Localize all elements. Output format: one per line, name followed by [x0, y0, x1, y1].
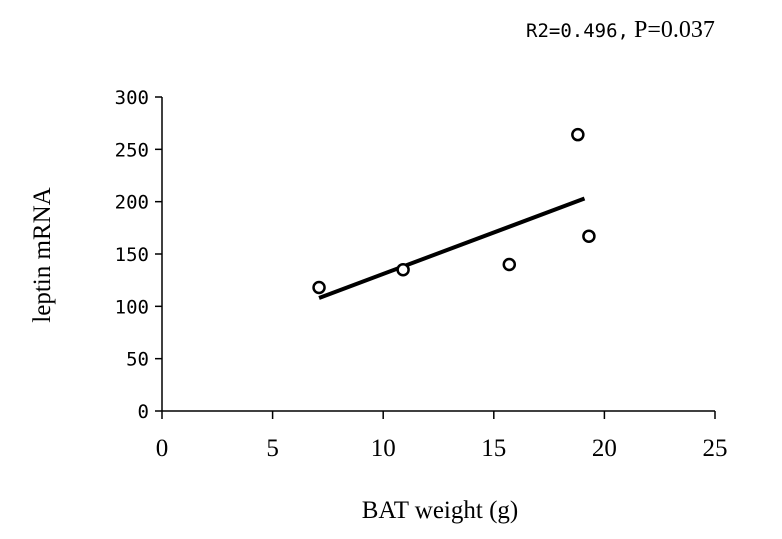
data-points: [312, 127, 596, 295]
r2-annotation: R2=0.496,: [526, 20, 629, 42]
y-tick-label: 0: [138, 401, 149, 423]
x-tick-label: 15: [481, 435, 506, 462]
x-tick-label: 10: [371, 435, 396, 462]
x-tick-label: 25: [703, 435, 728, 462]
data-point: [396, 262, 410, 277]
data-point: [582, 229, 596, 243]
p-value-annotation: P=0.037: [634, 17, 715, 43]
y-tick-label: 150: [115, 244, 149, 266]
y-tick-label: 50: [126, 349, 149, 371]
x-axis-label: BAT weight (g): [362, 497, 518, 524]
y-ticks: 0 50 100 150 200 250 300: [115, 87, 162, 423]
data-point: [502, 257, 517, 272]
data-point: [571, 127, 585, 142]
y-tick-label: 300: [115, 87, 149, 109]
x-tick-label: 20: [592, 435, 617, 462]
y-tick-label: 200: [115, 192, 149, 214]
x-tick-label: 0: [156, 435, 169, 462]
y-axis-label: leptin mRNA: [29, 187, 56, 322]
y-tick-label: 250: [115, 139, 149, 161]
trendline: [318, 196, 586, 300]
data-point: [312, 280, 326, 295]
x-tick-label: 5: [266, 435, 279, 462]
y-tick-label: 100: [115, 296, 149, 318]
x-ticks: 0 5 10 15 20 25: [156, 411, 728, 462]
